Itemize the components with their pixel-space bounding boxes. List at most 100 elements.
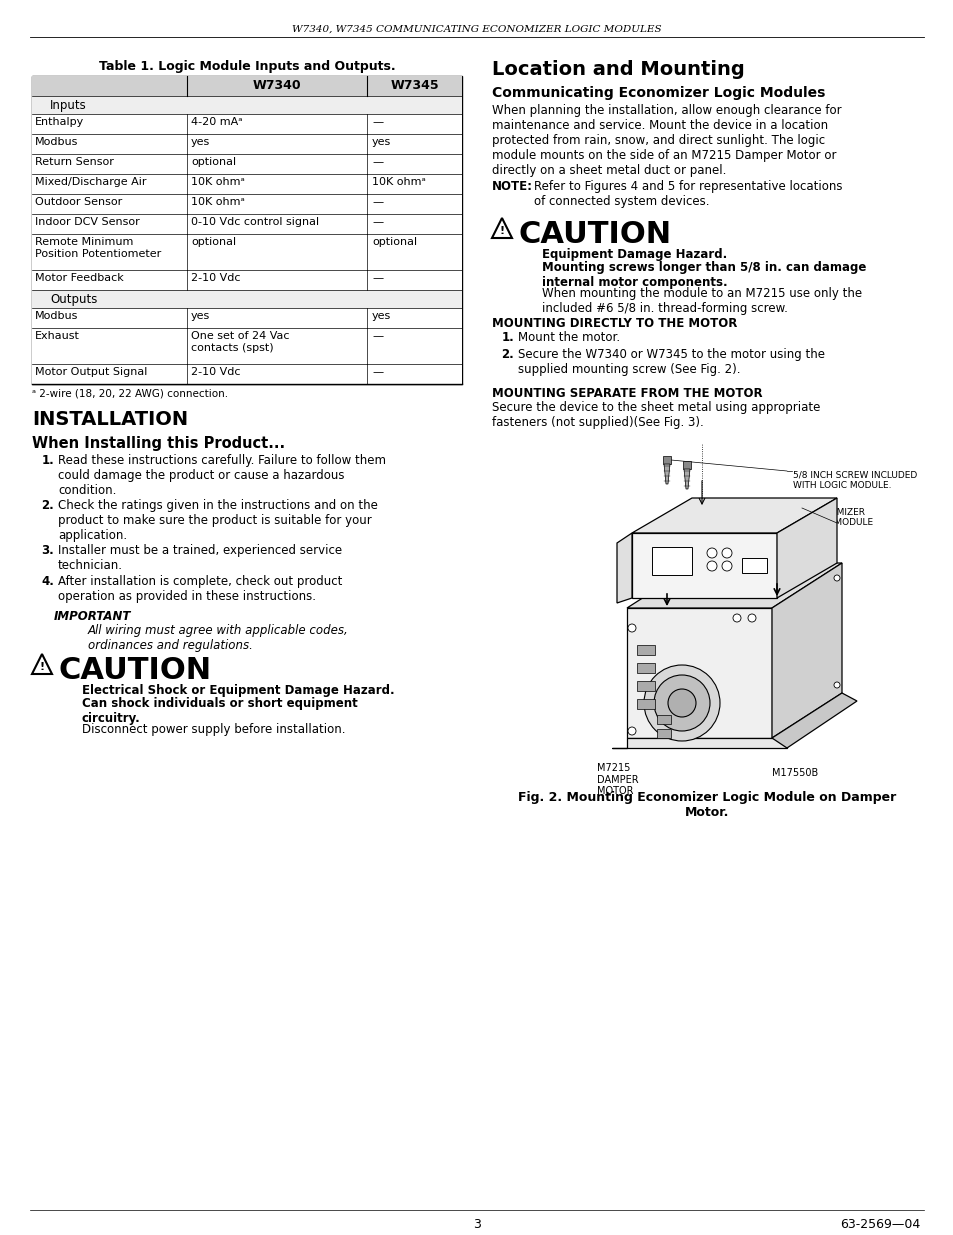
Text: 5/8 INCH SCREW INCLUDED
WITH LOGIC MODULE.: 5/8 INCH SCREW INCLUDED WITH LOGIC MODUL… [792,471,916,490]
Circle shape [833,682,840,688]
Text: 0-10 Vdc control signal: 0-10 Vdc control signal [191,217,319,227]
Text: —: — [372,367,383,377]
Text: Mount the motor.: Mount the motor. [517,331,619,345]
Text: Communicating Economizer Logic Modules: Communicating Economizer Logic Modules [492,86,824,100]
Text: —: — [372,273,383,283]
Text: Modbus: Modbus [35,137,78,147]
Text: Table 1. Logic Module Inputs and Outputs.: Table 1. Logic Module Inputs and Outputs… [98,61,395,73]
Text: Electrical Shock or Equipment Damage Hazard.: Electrical Shock or Equipment Damage Haz… [82,684,395,697]
Polygon shape [626,608,771,739]
Text: Secure the W7340 or W7345 to the motor using the
supplied mounting screw (See Fi: Secure the W7340 or W7345 to the motor u… [517,348,824,375]
Polygon shape [637,680,655,692]
Text: Motor Feedback: Motor Feedback [35,273,124,283]
Bar [32,364,461,384]
Text: Location and Mounting: Location and Mounting [492,61,744,79]
Bar [32,135,461,154]
Text: Modbus: Modbus [35,311,78,321]
Polygon shape [32,655,52,674]
Polygon shape [626,563,841,608]
Polygon shape [683,469,689,489]
Text: Outputs: Outputs [50,293,97,306]
Text: CAUTION: CAUTION [518,220,672,249]
Text: When planning the installation, allow enough clearance for
maintenance and servi: When planning the installation, allow en… [492,104,841,177]
Text: 3: 3 [473,1218,480,1231]
Circle shape [721,561,731,571]
Bar [32,329,461,364]
Text: Mounting screws longer than 5/8 in. can damage
internal motor components.: Mounting screws longer than 5/8 in. can … [541,261,865,289]
Text: 10K ohmᵃ: 10K ohmᵃ [191,177,245,186]
Text: 2-10 Vdc: 2-10 Vdc [191,273,240,283]
Bar [32,233,461,270]
Bar [662,456,670,464]
Text: optional: optional [191,237,236,247]
Text: W7345: W7345 [390,79,438,91]
Polygon shape [492,219,512,238]
Text: W7340: W7340 [253,79,301,91]
Text: When mounting the module to an M7215 use only the
included #6 5/8 in. thread-for: When mounting the module to an M7215 use… [541,287,862,315]
Text: Secure the device to the sheet metal using appropriate
fasteners (not supplied)(: Secure the device to the sheet metal usi… [492,401,820,429]
Text: Outdoor Sensor: Outdoor Sensor [35,198,122,207]
Text: CAUTION: CAUTION [59,656,212,685]
Text: ECONOMIZER
LOGIC MODULE: ECONOMIZER LOGIC MODULE [803,508,872,527]
Text: W7340, W7345 COMMUNICATING ECONOMIZER LOGIC MODULES: W7340, W7345 COMMUNICATING ECONOMIZER LO… [292,25,661,35]
Bar [32,194,461,214]
Text: Installer must be a trained, experienced service
technician.: Installer must be a trained, experienced… [58,543,342,572]
Text: IMPORTANT: IMPORTANT [54,610,132,622]
Polygon shape [617,534,631,603]
Text: yes: yes [372,137,391,147]
Bar [32,114,461,135]
Polygon shape [612,739,786,748]
Bar [32,270,461,290]
Circle shape [721,548,731,558]
Text: yes: yes [191,311,210,321]
Polygon shape [663,464,669,484]
Text: Check the ratings given in the instructions and on the
product to make sure the : Check the ratings given in the instructi… [58,499,377,542]
Text: M17550B: M17550B [771,768,818,778]
Text: 4.: 4. [41,576,54,588]
Text: 10K ohmᵃ: 10K ohmᵃ [191,198,245,207]
Polygon shape [637,645,655,655]
Polygon shape [631,498,836,534]
Text: After installation is complete, check out product
operation as provided in these: After installation is complete, check ou… [58,576,342,603]
Circle shape [747,614,755,622]
Polygon shape [657,715,670,724]
Text: Fig. 2. Mounting Economizer Logic Module on Damper
Motor.: Fig. 2. Mounting Economizer Logic Module… [517,790,895,819]
Circle shape [706,548,717,558]
Text: NOTE:: NOTE: [492,180,533,193]
Text: —: — [372,217,383,227]
Text: yes: yes [191,137,210,147]
Circle shape [627,624,636,632]
Polygon shape [637,663,655,673]
Text: 4-20 mAᵃ: 4-20 mAᵃ [191,117,242,127]
Text: Exhaust: Exhaust [35,331,80,341]
Polygon shape [771,563,841,739]
Text: yes: yes [372,311,391,321]
Circle shape [654,676,709,731]
Bar [32,290,461,308]
Text: 2.: 2. [500,348,514,361]
Bar [32,214,461,233]
Text: 2.: 2. [41,499,54,513]
Text: 3.: 3. [41,543,54,557]
Text: Can shock individuals or short equipment
circuitry.: Can shock individuals or short equipment… [82,697,357,725]
Polygon shape [651,547,691,576]
Text: Read these instructions carefully. Failure to follow them
could damage the produ: Read these instructions carefully. Failu… [58,454,386,496]
Bar [32,308,461,329]
Text: M7215
DAMPER
MOTOR: M7215 DAMPER MOTOR [597,763,638,797]
Polygon shape [657,729,670,739]
Text: 1.: 1. [500,331,514,345]
Circle shape [706,561,717,571]
Text: Inputs: Inputs [50,99,87,112]
Text: One set of 24 Vac
contacts (spst): One set of 24 Vac contacts (spst) [191,331,289,353]
Text: —: — [372,157,383,167]
Bar [32,174,461,194]
Text: optional: optional [191,157,236,167]
Text: 10K ohmᵃ: 10K ohmᵃ [372,177,425,186]
Text: optional: optional [372,237,416,247]
Bar [32,77,461,96]
Circle shape [833,576,840,580]
Text: !: ! [499,226,504,236]
Polygon shape [637,699,655,709]
Text: Disconnect power supply before installation.: Disconnect power supply before installat… [82,722,345,736]
Text: When Installing this Product...: When Installing this Product... [32,436,285,451]
